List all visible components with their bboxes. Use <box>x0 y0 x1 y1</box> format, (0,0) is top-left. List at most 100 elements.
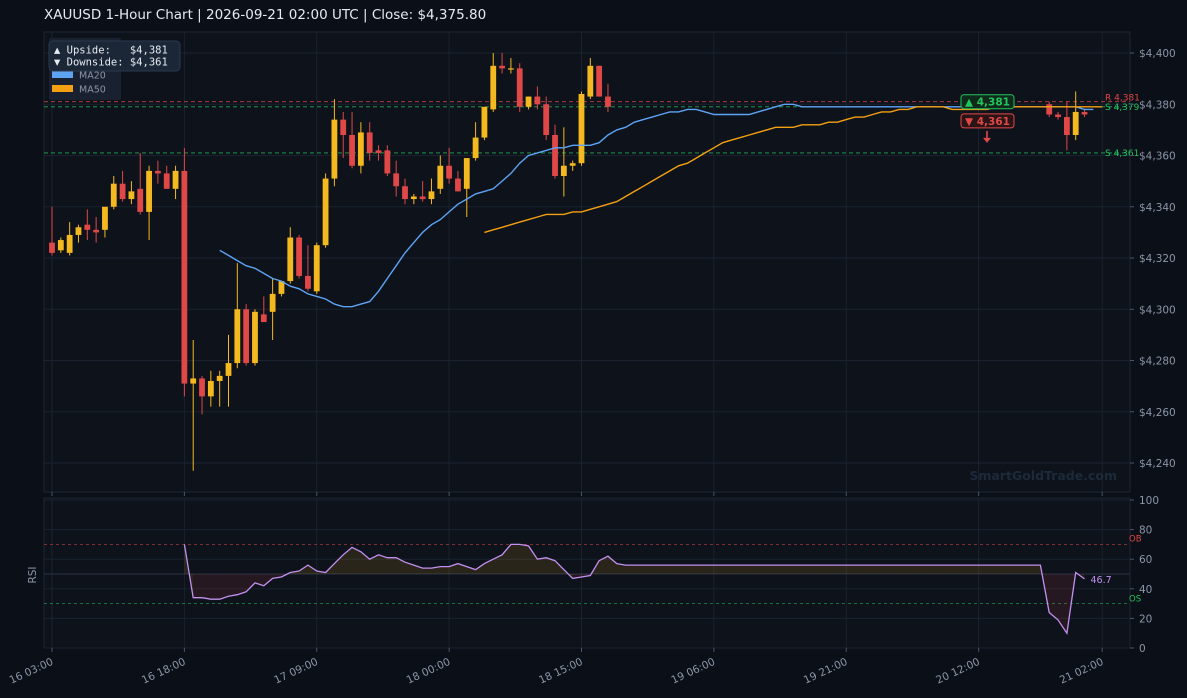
candle-body <box>57 240 64 251</box>
candle-body <box>234 309 241 364</box>
support-label: S 4,361 <box>1105 149 1139 159</box>
rsi-fill <box>378 554 388 574</box>
candle-body <box>349 135 355 166</box>
rsi-fill <box>352 547 361 574</box>
rsi-tick-label: 20 <box>1139 613 1152 625</box>
candle-body <box>199 378 205 397</box>
downside-target-label: ▼ 4,361 <box>965 116 1010 128</box>
rsi-fill <box>810 565 820 574</box>
rsi-fill <box>916 565 926 574</box>
rsi-fill <box>1005 565 1014 574</box>
y-tick-label: $4,280 <box>1139 356 1176 368</box>
candles <box>49 53 1088 471</box>
candle-body <box>596 65 603 97</box>
rsi-fill <box>413 565 423 574</box>
rsi-fill <box>272 574 282 579</box>
rsi-fill <box>705 565 714 574</box>
rsi-fill <box>1022 565 1032 574</box>
rsi-fill <box>369 554 379 574</box>
rsi-fill <box>863 565 873 574</box>
candle-body <box>340 119 347 135</box>
target-badges: ▲ 4,381 ▼ 4,361 <box>960 94 1015 143</box>
rsi-fill <box>713 565 723 574</box>
legend-swatch-ma20 <box>52 71 73 78</box>
candle-body <box>322 178 329 246</box>
rsi-fill <box>819 565 829 574</box>
candle-body <box>410 196 417 200</box>
rsi-fill <box>731 565 741 574</box>
rsi-axis-label: RSI <box>27 566 39 583</box>
candle-body <box>119 183 126 200</box>
candle-body <box>269 293 276 312</box>
x-tick-label: 19 21:00 <box>802 656 850 687</box>
rsi-fill <box>749 565 758 574</box>
rsi-fill <box>607 556 617 574</box>
rsi-fill <box>890 565 900 574</box>
candle-body <box>84 224 91 230</box>
x-tick-label: 18 15:00 <box>537 656 585 687</box>
y-tick-label: $4,240 <box>1139 458 1176 470</box>
price-axis: $4,240 $4,260 $4,280 $4,300 $4,320 $4,340 $4,3… <box>1130 48 1176 470</box>
candle-body <box>93 229 100 233</box>
rsi-fill <box>1013 565 1023 574</box>
candle-body <box>525 96 532 107</box>
candle-body <box>1055 114 1061 118</box>
rsi-grid <box>44 498 1130 649</box>
rsi-fill <box>934 565 944 574</box>
candle-body <box>508 68 514 70</box>
rsi-fill <box>925 565 935 574</box>
rsi-os-label: OS <box>1129 595 1141 605</box>
rsi-fill <box>793 565 803 574</box>
candle-body <box>463 158 470 189</box>
x-tick-label: 17 09:00 <box>272 656 320 687</box>
x-tick-label: 16 18:00 <box>140 656 188 687</box>
legend-swatch-ma50 <box>52 85 73 92</box>
upside-target-label: ▲ 4,381 <box>965 97 1010 109</box>
candle-body <box>331 119 338 179</box>
rsi-fill <box>1049 574 1059 620</box>
rsi-fill <box>784 565 794 574</box>
rsi-fill <box>625 565 635 574</box>
rsi-fill <box>210 574 220 600</box>
y-tick-label: $4,300 <box>1139 304 1176 316</box>
y-tick-label: $4,360 <box>1139 151 1176 163</box>
chart-title: XAUUSD 1-Hour Chart | 2026-09-21 02:00 U… <box>44 7 487 23</box>
rsi-fill <box>996 565 1006 574</box>
candle-body <box>102 206 108 230</box>
candle-body <box>155 170 161 174</box>
rsi-fill <box>846 565 856 574</box>
legend-label-ma20: MA20 <box>79 71 106 82</box>
rsi-line <box>183 543 1085 635</box>
candle-body <box>1046 104 1053 115</box>
info-box: ▲ Upside: $4,381 ▼ Downside: $4,361 <box>48 40 181 72</box>
rsi-tick-label: 100 <box>1139 495 1159 507</box>
rsi-fill <box>475 563 485 574</box>
x-tick-label: 16 03:00 <box>8 656 56 687</box>
candle-body <box>534 96 541 105</box>
candle-body <box>560 165 567 176</box>
rsi-fill <box>678 565 688 574</box>
rsi-fill <box>899 565 909 574</box>
rsi-fill <box>546 557 556 574</box>
resistance-label: R 4,381 <box>1105 94 1140 104</box>
rsi-fill <box>334 554 344 574</box>
candle-body <box>296 237 302 276</box>
rsi-fill <box>466 566 476 574</box>
rsi-fill <box>1058 574 1067 634</box>
y-tick-label: $4,260 <box>1139 407 1176 419</box>
rsi-fill <box>634 565 644 574</box>
rsi-tick-label: 60 <box>1139 554 1152 566</box>
downside-arrow-head <box>983 137 991 143</box>
rsi-fill <box>254 574 264 586</box>
rsi-fill <box>1031 565 1041 574</box>
rsi-fill <box>952 565 961 574</box>
candle-body <box>543 104 550 135</box>
candle-body <box>190 378 197 384</box>
rsi-fill <box>219 574 229 600</box>
candle-body <box>1081 111 1088 115</box>
candle-body <box>428 191 435 200</box>
upside-text: ▲ Upside: $4,381 <box>54 45 168 57</box>
rsi-series: 46.7 OB OS <box>44 534 1142 635</box>
rsi-fill <box>881 565 891 574</box>
